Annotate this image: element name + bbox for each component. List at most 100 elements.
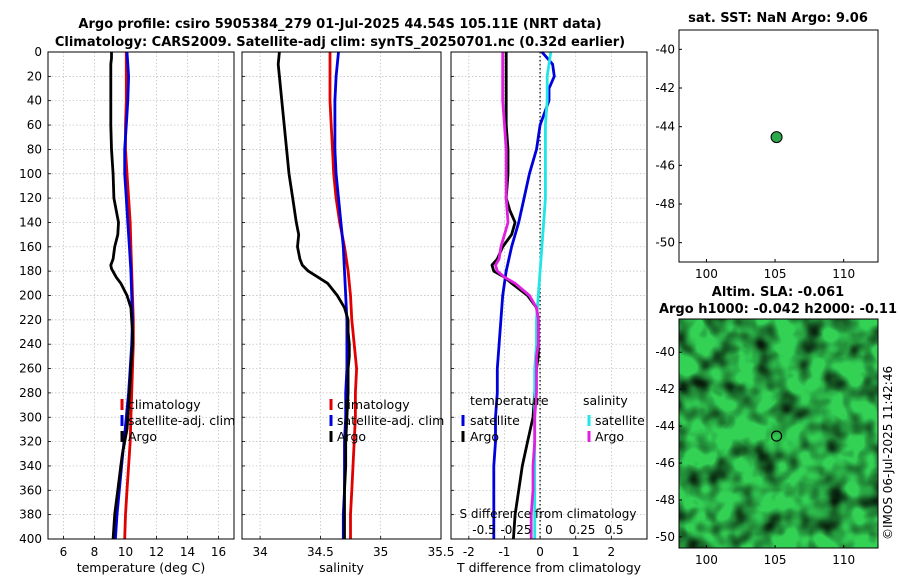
y-tick-label: -46 bbox=[655, 456, 675, 470]
x-axis-label: salinity bbox=[319, 560, 364, 575]
x-tick-label: 14 bbox=[180, 545, 195, 559]
sst-map-title: sat. SST: NaN Argo: 9.06 bbox=[688, 11, 868, 26]
legend-label: climatology bbox=[128, 397, 201, 412]
s-tick-label: 0 bbox=[545, 523, 553, 537]
y-tick-label: 200 bbox=[19, 289, 42, 303]
temperature-panel: 0 20 40 60 80 100 120 140 160 180 200 220 240 260 280 3… bbox=[19, 45, 235, 575]
x-tick-label: 6 bbox=[60, 545, 68, 559]
x-tick-label: 16 bbox=[211, 545, 226, 559]
series-line-argo bbox=[109, 52, 134, 540]
s-tick-label: -0.5 bbox=[472, 523, 495, 537]
series-line-argo bbox=[276, 51, 351, 539]
x-tick-label: 34.5 bbox=[307, 545, 334, 559]
y-tick-label: 340 bbox=[19, 459, 42, 473]
y-tick-label: 280 bbox=[19, 386, 42, 400]
axes-frame bbox=[47, 51, 235, 540]
s-axis-label: S difference from climatology bbox=[460, 507, 637, 521]
difference-panel: -2 -1 0 1 2T difference from climatology temp… bbox=[450, 51, 648, 575]
x-axis-label: T difference from climatology bbox=[456, 560, 642, 575]
x-tick-label: 110 bbox=[832, 267, 855, 281]
title-line-1: Argo profile: csiro 5905384_279 01-Jul-2… bbox=[78, 17, 601, 32]
legend-label: climatology bbox=[337, 397, 410, 412]
x-tick-label: 12 bbox=[149, 545, 164, 559]
y-tick-label: 20 bbox=[27, 69, 42, 83]
argo-position-marker bbox=[770, 131, 783, 144]
x-tick-label: 105 bbox=[764, 267, 787, 281]
y-tick-label: -42 bbox=[655, 81, 675, 95]
x-tick-label: 8 bbox=[91, 545, 99, 559]
x-tick-label: 35.5 bbox=[428, 545, 455, 559]
legend-title-temperature: temperature bbox=[470, 393, 549, 408]
x-tick-label: -1 bbox=[498, 545, 510, 559]
y-tick-label: 120 bbox=[19, 191, 42, 205]
x-tick-label: -2 bbox=[463, 545, 475, 559]
map-frame bbox=[678, 29, 879, 263]
series-line-s-argo bbox=[494, 52, 540, 539]
y-tick-label: 400 bbox=[19, 532, 42, 546]
legend-label: satellite bbox=[595, 413, 645, 428]
y-tick-label: -48 bbox=[655, 493, 675, 507]
y-tick-label: 80 bbox=[27, 142, 42, 156]
legend-label: satellite bbox=[470, 413, 520, 428]
sst-map-panel: -40 -42 -44 -46 -48 -50 100 105 110 sat. SST: NaN… bbox=[655, 11, 879, 281]
x-axis-label: temperature (deg C) bbox=[77, 560, 206, 575]
sla-high-field bbox=[679, 319, 878, 548]
sla-map-panel: -40 -42 -44 -46 -48 -50 100 105 110 Altim. SLA: -… bbox=[655, 285, 897, 567]
map-frame bbox=[678, 318, 879, 549]
x-tick-label: 0 bbox=[536, 545, 544, 559]
sla-map-title-1: Altim. SLA: -0.061 bbox=[712, 285, 844, 300]
x-tick-label: 100 bbox=[695, 267, 718, 281]
y-tick-label: 160 bbox=[19, 240, 42, 254]
y-tick-label: 60 bbox=[27, 118, 42, 132]
y-tick-label: 140 bbox=[19, 215, 42, 229]
map-area bbox=[679, 30, 878, 262]
legend-title-salinity: salinity bbox=[583, 393, 628, 408]
legend-label: satellite-adj. clim bbox=[128, 413, 235, 428]
y-tick-label: -40 bbox=[655, 345, 675, 359]
s-tick-label: 0.5 bbox=[604, 523, 623, 537]
legend-label: satellite-adj. clim bbox=[337, 413, 444, 428]
x-tick-label: 1 bbox=[572, 545, 580, 559]
s-tick-label: -0.25 bbox=[500, 523, 531, 537]
y-tick-label: 220 bbox=[19, 313, 42, 327]
y-tick-label: -44 bbox=[655, 419, 675, 433]
series-line-t-satellite bbox=[492, 51, 556, 539]
y-tick-label: 380 bbox=[19, 508, 42, 522]
y-tick-label: 260 bbox=[19, 362, 42, 376]
y-tick-label: -40 bbox=[655, 42, 675, 56]
y-tick-label: 0 bbox=[34, 45, 42, 59]
y-tick-label: 300 bbox=[19, 410, 42, 424]
y-tick-label: -48 bbox=[655, 197, 675, 211]
argo-position-marker bbox=[770, 430, 783, 442]
s-tick-label: 0.25 bbox=[569, 523, 596, 537]
x-tick-label: 35 bbox=[373, 545, 388, 559]
x-tick-label: 10 bbox=[118, 545, 133, 559]
imos-watermark: ©IMOS 06-Jul-2025 11:42:46 bbox=[881, 366, 895, 540]
y-tick-label: -46 bbox=[655, 158, 675, 172]
y-tick-label: 100 bbox=[19, 167, 42, 181]
x-tick-label: 34 bbox=[252, 545, 267, 559]
title-line-2: Climatology: CARS2009. Satellite-adj cli… bbox=[55, 35, 625, 50]
x-tick-label: 110 bbox=[832, 553, 855, 567]
y-tick-label: 180 bbox=[19, 264, 42, 278]
legend-label: Argo bbox=[128, 429, 157, 444]
legend-label: Argo bbox=[337, 429, 366, 444]
y-tick-label: -50 bbox=[655, 236, 675, 250]
y-tick-label: 360 bbox=[19, 483, 42, 497]
axes-frame bbox=[450, 51, 648, 540]
y-tick-label: -44 bbox=[655, 120, 675, 134]
y-tick-label: -50 bbox=[655, 530, 675, 544]
axes-frame bbox=[241, 51, 442, 540]
sla-map-title-2: Argo h1000: -0.042 h2000: -0.11 bbox=[659, 302, 897, 317]
y-tick-label: 320 bbox=[19, 435, 42, 449]
x-tick-label: 105 bbox=[764, 553, 787, 567]
legend-label: Argo bbox=[595, 429, 624, 444]
y-tick-label: 240 bbox=[19, 337, 42, 351]
salinity-panel: 34 34.5 35 35.5 salinity climatologysatellite… bbox=[241, 51, 455, 575]
x-tick-label: 2 bbox=[608, 545, 616, 559]
series-line-climatology bbox=[328, 52, 359, 539]
y-tick-label: 40 bbox=[27, 94, 42, 108]
x-tick-label: 100 bbox=[695, 553, 718, 567]
legend-label: Argo bbox=[470, 429, 499, 444]
